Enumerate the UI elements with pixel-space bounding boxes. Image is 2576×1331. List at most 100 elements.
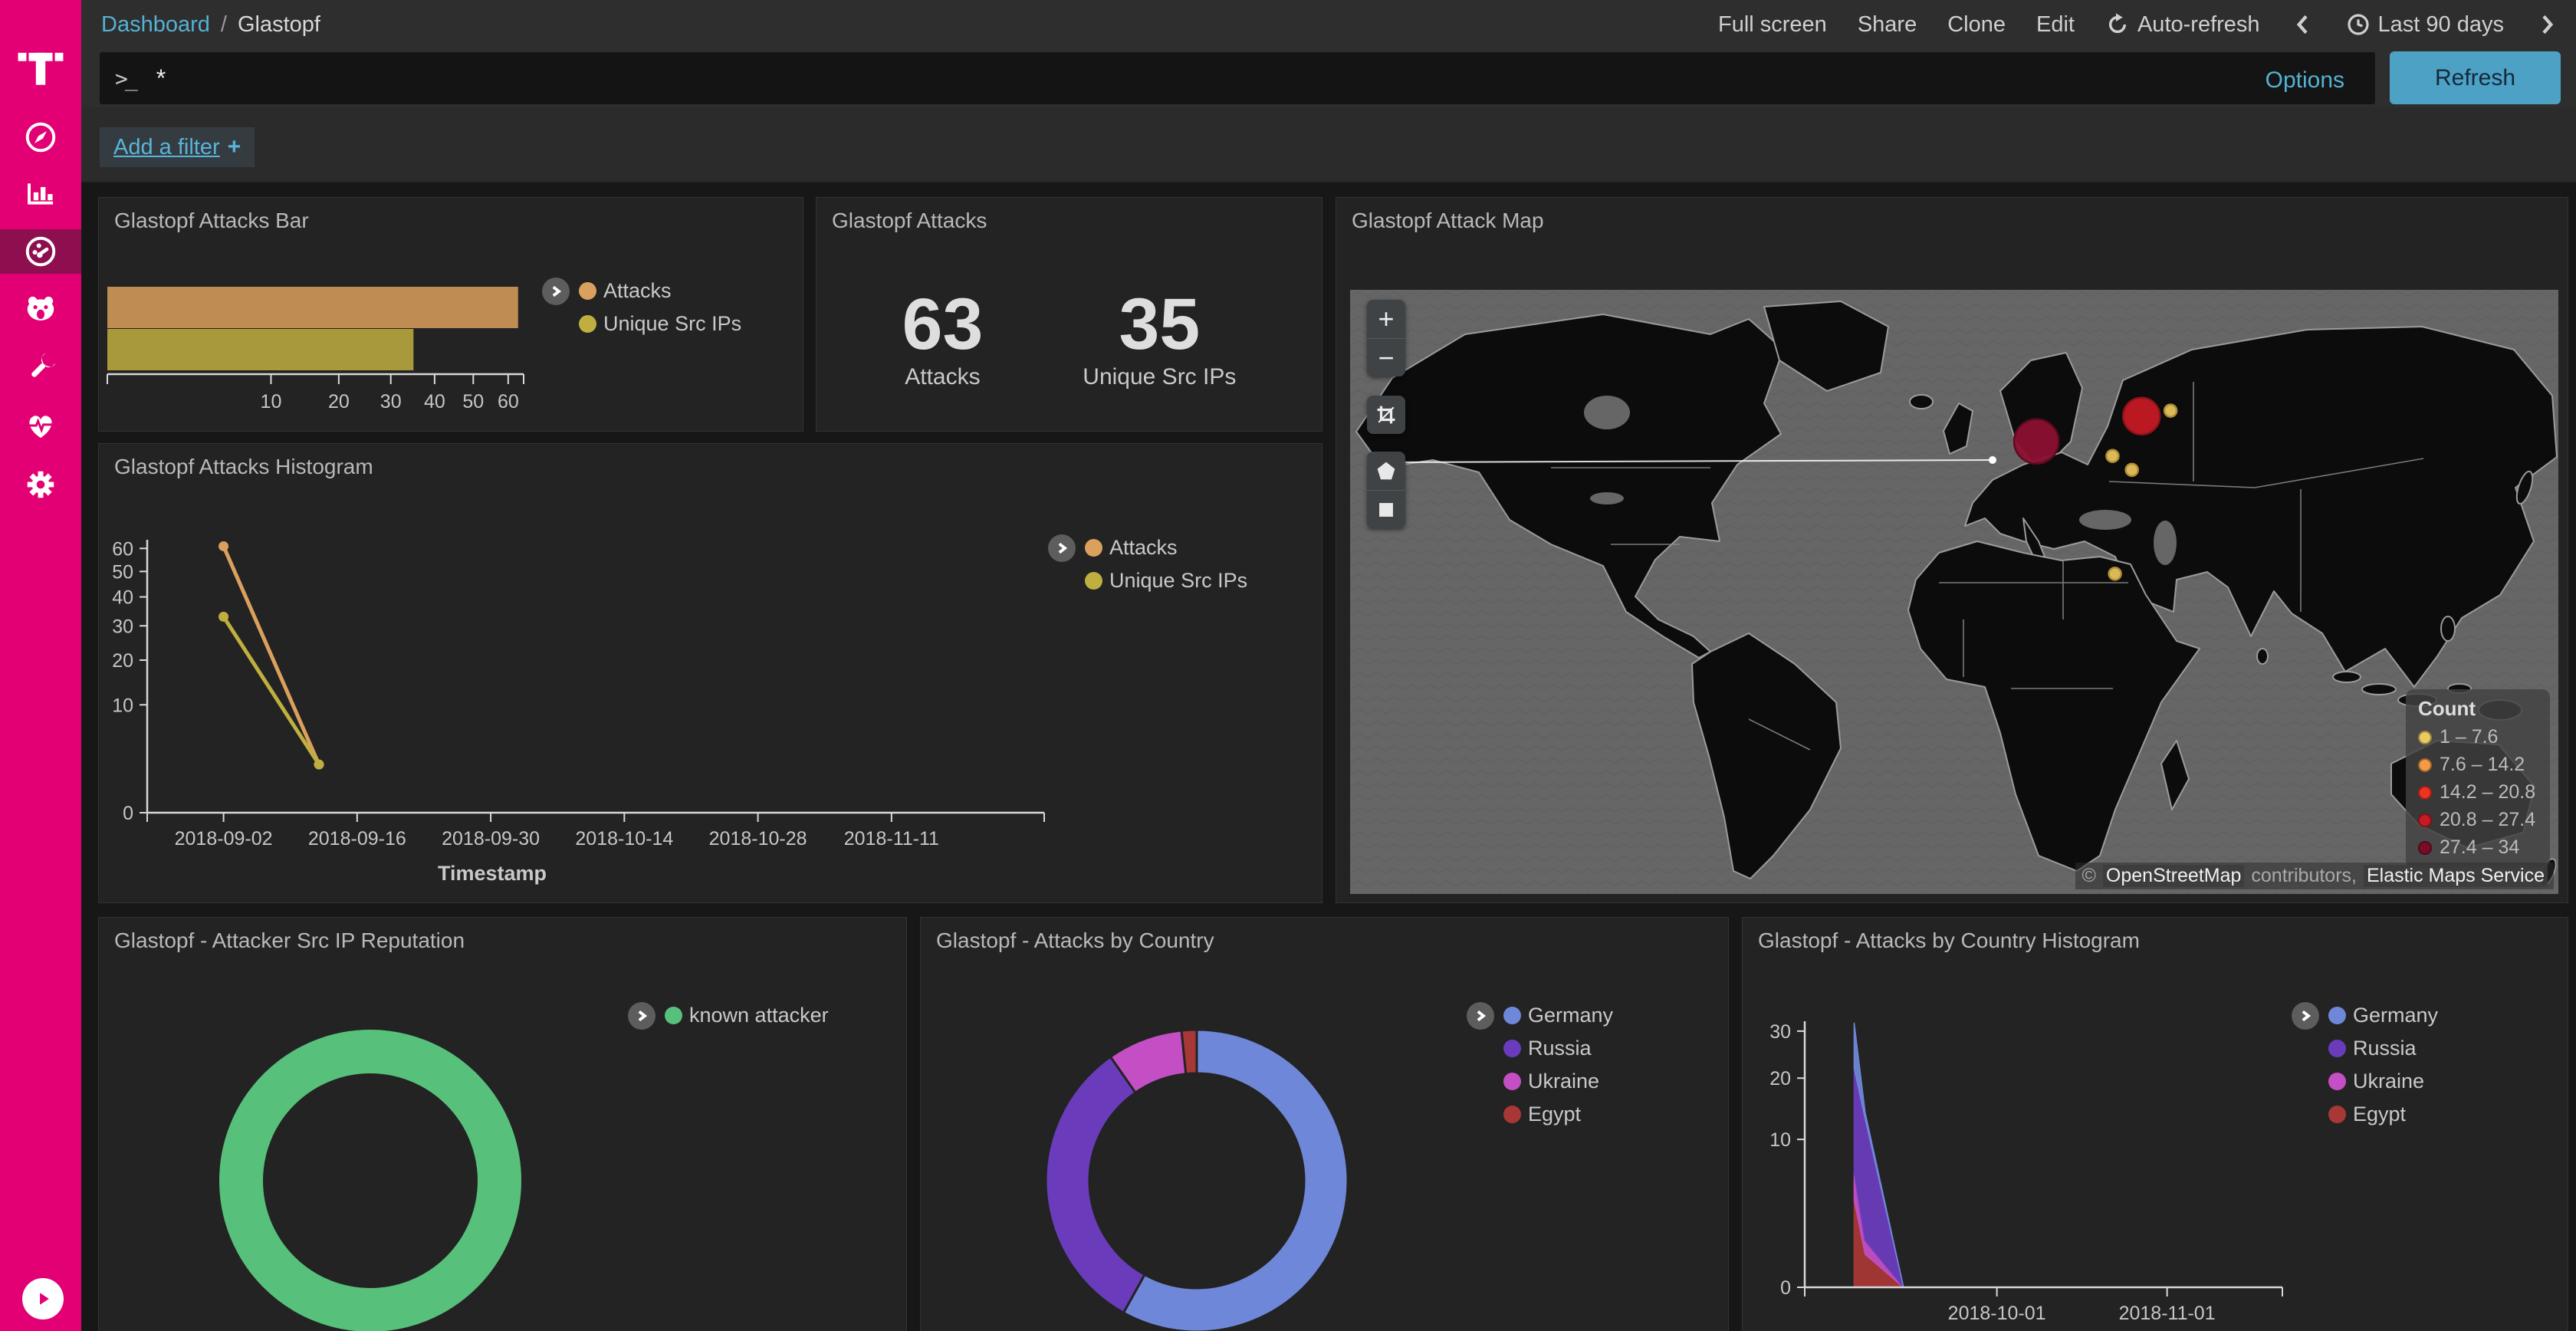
legend-item[interactable]: Attacks [579, 279, 741, 303]
breadcrumb-dashboard-link[interactable]: Dashboard [101, 12, 210, 38]
nav-expand-button[interactable] [22, 1278, 64, 1319]
legend-item[interactable]: Ukraine [1503, 1070, 1613, 1093]
svg-text:2018-10-14: 2018-10-14 [575, 828, 673, 850]
map-draw-polygon-button[interactable] [1367, 452, 1405, 490]
legend-item[interactable]: Germany [1503, 1004, 1613, 1027]
console-prompt-icon: >_ [115, 66, 135, 91]
reputation-donut-chart[interactable] [99, 918, 908, 1331]
full-screen-button[interactable]: Full screen [1718, 12, 1827, 38]
svg-text:30: 30 [112, 616, 133, 637]
openstreetmap-link[interactable]: OpenStreetMap [2103, 865, 2245, 887]
legend-toggle-icon[interactable] [1048, 534, 1076, 562]
chart-legend: Attacks Unique Src IPs [1048, 536, 1247, 593]
legend-label: Attacks [603, 279, 672, 303]
svg-text:20: 20 [112, 650, 133, 672]
map-canvas[interactable] [1350, 290, 2558, 894]
refresh-button[interactable]: Refresh [2390, 51, 2561, 104]
filter-bar: Add a filter + [81, 107, 2576, 183]
country-area-chart[interactable]: 01020302018-10-012018-11-01Timestamp [1743, 918, 2569, 1331]
add-filter-button[interactable]: Add a filter + [100, 127, 255, 167]
time-picker-button[interactable]: Last 90 days [2346, 12, 2504, 38]
legend-toggle-icon[interactable] [628, 1002, 656, 1030]
attacks-histogram-chart[interactable]: 01020304050602018-09-022018-09-162018-09… [99, 444, 1323, 904]
legend-item[interactable]: Germany [2328, 1004, 2438, 1027]
query-search-input[interactable] [156, 64, 2150, 93]
data-point[interactable] [219, 612, 228, 622]
sidebar-item-monitoring[interactable] [0, 403, 81, 448]
svg-text:2018-10-01: 2018-10-01 [1948, 1303, 2046, 1324]
donut-slice-known attacker[interactable] [242, 1052, 500, 1310]
donut-slice-Russia[interactable] [1046, 1057, 1145, 1313]
line-Unique Src IPs[interactable] [224, 616, 319, 764]
query-bar: >_ Options Refresh [81, 49, 2576, 107]
bar-Attacks[interactable] [107, 287, 518, 328]
svg-text:2018-11-01: 2018-11-01 [2119, 1303, 2216, 1324]
polygon-icon [1376, 461, 1396, 481]
sidebar-item-discover[interactable] [0, 115, 81, 159]
map-legend-title: Count [2418, 697, 2550, 721]
auto-refresh-button[interactable]: Auto-refresh [2105, 12, 2260, 38]
legend-item[interactable]: Egypt [2328, 1103, 2438, 1126]
chart-legend: Germany Russia Ukraine Egypt [2292, 1004, 2438, 1126]
legend-item[interactable]: Egypt [1503, 1103, 1613, 1126]
legend-item[interactable]: Russia [2328, 1037, 2438, 1060]
legend-item[interactable]: Ukraine [2328, 1070, 2438, 1093]
data-point[interactable] [219, 541, 228, 551]
sidebar-item-devtools[interactable] [0, 346, 81, 390]
clone-button[interactable]: Clone [1947, 12, 2006, 38]
map-fit-data-button[interactable] [1367, 396, 1405, 434]
legend-item[interactable]: known attacker [665, 1004, 829, 1027]
svg-text:10: 10 [112, 695, 133, 716]
panel-attacks-histogram: Glastopf Attacks Histogram 0102030405060… [98, 443, 1322, 903]
legend-item[interactable]: Unique Src IPs [579, 312, 741, 336]
sidebar-item-bear[interactable] [0, 287, 81, 331]
map-legend-item: 7.6 – 14.2 [2418, 754, 2550, 776]
legend-label: Unique Src IPs [1109, 569, 1247, 593]
svg-text:60: 60 [498, 391, 519, 412]
data-point[interactable] [314, 760, 324, 770]
map-zoom-in-button[interactable]: + [1367, 300, 1405, 338]
map-legend-color-dot [2418, 758, 2432, 772]
attack-marker[interactable] [2106, 450, 2118, 462]
attack-marker[interactable] [2123, 398, 2160, 435]
attack-marker[interactable] [2164, 405, 2177, 417]
sidebar-item-dashboard[interactable] [0, 229, 81, 274]
sidebar-item-management[interactable] [0, 462, 81, 507]
telekom-logo-icon[interactable] [0, 34, 81, 103]
world-attack-map[interactable]: + − [1350, 290, 2558, 894]
time-forward-button[interactable] [2535, 12, 2559, 37]
legend-toggle-icon[interactable] [2292, 1002, 2319, 1030]
breadcrumb-separator: / [221, 12, 227, 38]
share-button[interactable]: Share [1858, 12, 1917, 38]
map-draw-controls [1367, 452, 1405, 528]
map-legend-label: 1 – 7.6 [2440, 726, 2498, 748]
line-Attacks[interactable] [224, 546, 319, 764]
legend-item[interactable]: Attacks [1085, 536, 1247, 560]
legend-color-dot [1085, 572, 1102, 590]
bar-Unique Src IPs[interactable] [107, 329, 413, 370]
map-zoom-out-button[interactable]: − [1367, 338, 1405, 376]
metric-row: 63 Attacks 35 Unique Src IPs [816, 288, 1322, 390]
legend-toggle-icon[interactable] [542, 278, 570, 305]
legend-toggle-icon[interactable] [1467, 1002, 1494, 1030]
wrench-icon [23, 350, 58, 386]
svg-text:40: 40 [424, 391, 445, 412]
map-legend-item: 20.8 – 27.4 [2418, 809, 2550, 831]
legend-color-dot [1503, 1007, 1521, 1024]
legend-item[interactable]: Unique Src IPs [1085, 569, 1247, 593]
metric-value: 35 [1083, 288, 1236, 361]
time-back-button[interactable] [2291, 12, 2315, 37]
edit-button[interactable]: Edit [2036, 12, 2075, 38]
attack-marker[interactable] [2109, 567, 2121, 580]
elastic-maps-service-link[interactable]: Elastic Maps Service [2364, 865, 2548, 887]
sidebar [0, 0, 81, 1331]
attack-marker[interactable] [2014, 419, 2058, 464]
sidebar-item-visualize[interactable] [0, 171, 81, 215]
query-options-link[interactable]: Options [2266, 67, 2344, 94]
panel-attacks-by-country: Glastopf - Attacks by Country GermanyRus… [920, 917, 1729, 1331]
gear-icon [23, 467, 58, 502]
legend-item[interactable]: Russia [1503, 1037, 1613, 1060]
copyright-symbol: © [2082, 865, 2095, 887]
map-draw-rectangle-button[interactable] [1367, 490, 1405, 528]
attack-marker[interactable] [2126, 464, 2138, 476]
